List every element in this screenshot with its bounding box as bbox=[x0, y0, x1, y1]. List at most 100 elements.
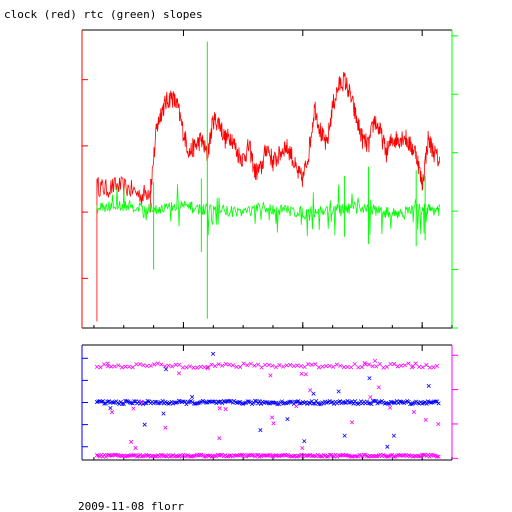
offset-point bbox=[385, 401, 390, 406]
rndtrip-point bbox=[173, 362, 178, 367]
rndtrip-point bbox=[327, 363, 332, 368]
rndtrip-outlier-point bbox=[362, 361, 367, 366]
footer-text: 2009-11-08 florr bbox=[78, 500, 184, 512]
offset-point bbox=[279, 399, 285, 404]
rndtrip-point bbox=[399, 363, 404, 368]
rndtrip-point bbox=[227, 362, 232, 367]
rndtrip-point bbox=[170, 364, 175, 369]
rndtrip-outlier-point bbox=[138, 399, 144, 404]
rndtrip-point bbox=[312, 453, 317, 458]
offset-point bbox=[120, 402, 125, 407]
rndtrip-outlier-point bbox=[300, 445, 305, 451]
rndtrip-point bbox=[373, 454, 378, 459]
rndtrip-point bbox=[162, 364, 168, 369]
rndtrip-point bbox=[392, 361, 397, 367]
rndtrip-point bbox=[352, 361, 357, 367]
rndtrip-point bbox=[112, 364, 117, 369]
rndtrip-point bbox=[388, 361, 393, 367]
rndtrip-point bbox=[291, 453, 296, 458]
offset-point bbox=[297, 401, 302, 406]
rndtrip-point bbox=[248, 361, 253, 366]
rndtrip-outlier-point bbox=[294, 404, 299, 409]
bottom-panel bbox=[81, 344, 458, 461]
rndtrip-outlier-point bbox=[176, 371, 182, 376]
offset-point bbox=[346, 400, 352, 405]
rndtrip-point bbox=[158, 452, 164, 458]
offset-outlier-point bbox=[342, 433, 347, 438]
rndtrip-point bbox=[184, 453, 189, 458]
rndtrip-point bbox=[254, 452, 259, 458]
rndtrip-point bbox=[381, 365, 386, 370]
rndtrip-point bbox=[417, 454, 422, 459]
rndtrip-point bbox=[212, 453, 217, 459]
rndtrip-point bbox=[218, 453, 223, 458]
rndtrip-point bbox=[198, 364, 203, 369]
rndtrip-point bbox=[395, 364, 400, 369]
offset-point bbox=[433, 399, 438, 404]
offset-point bbox=[391, 400, 396, 405]
offset-point bbox=[406, 399, 411, 404]
rndtrip-point bbox=[245, 453, 250, 458]
offset-outlier-point bbox=[142, 422, 147, 427]
rndtrip-point bbox=[249, 453, 255, 458]
rndtrip-point bbox=[313, 362, 318, 367]
offset-point bbox=[314, 398, 319, 404]
rndtrip-point bbox=[281, 364, 286, 369]
rndtrip-point bbox=[309, 362, 314, 367]
rndtrip-point bbox=[434, 363, 440, 369]
offset-outlier-point bbox=[336, 389, 341, 394]
rndtrip-outlier-point bbox=[269, 415, 275, 420]
rndtrip-point bbox=[366, 362, 372, 367]
rndtrip-point bbox=[402, 453, 407, 458]
offset-point bbox=[366, 401, 371, 406]
rndtrip-point bbox=[377, 361, 382, 367]
rndtrip-point bbox=[334, 362, 339, 367]
offset-point bbox=[124, 399, 129, 404]
offset-point bbox=[160, 398, 165, 404]
rndtrip-point bbox=[234, 364, 239, 369]
offset-point bbox=[105, 399, 110, 404]
rndtrip-point bbox=[434, 454, 440, 459]
offset-point bbox=[153, 399, 158, 404]
offset-point bbox=[257, 398, 262, 404]
rndtrip-point bbox=[148, 363, 153, 368]
rndtrip-outlier-point bbox=[271, 421, 276, 426]
rndtrip-point bbox=[424, 362, 429, 368]
rndtrip-point bbox=[417, 364, 422, 369]
rndtrip-point bbox=[291, 363, 296, 369]
offset-outlier-point bbox=[311, 391, 316, 396]
rndtrip-point bbox=[216, 362, 221, 367]
offset-point bbox=[130, 401, 135, 406]
offset-point bbox=[111, 400, 116, 405]
rndtrip-point bbox=[252, 363, 257, 368]
rndtrip-point bbox=[141, 454, 146, 459]
rndtrip-point bbox=[345, 453, 350, 458]
clock-series-line bbox=[96, 71, 440, 205]
rndtrip-point bbox=[323, 364, 329, 369]
rndtrip-point bbox=[273, 453, 279, 458]
offset-outlier-point bbox=[285, 417, 290, 422]
rndtrip-point bbox=[273, 365, 279, 370]
rndtrip-point bbox=[151, 454, 156, 459]
rndtrip-outlier-point bbox=[303, 372, 308, 377]
offset-point bbox=[142, 400, 147, 406]
offset-point bbox=[211, 399, 216, 404]
offset-point bbox=[296, 399, 301, 404]
offset-point bbox=[272, 400, 277, 405]
rndtrip-point bbox=[196, 453, 201, 458]
offset-outlier-point bbox=[426, 383, 431, 388]
offset-point bbox=[436, 401, 441, 406]
rndtrip-outlier-point bbox=[217, 436, 222, 441]
offset-point bbox=[220, 401, 225, 406]
rndtrip-point bbox=[114, 452, 119, 458]
rndtrip-point bbox=[123, 364, 128, 369]
offset-point bbox=[373, 398, 378, 404]
rndtrip-point bbox=[331, 364, 336, 369]
rndtrip-point bbox=[130, 365, 135, 370]
rndtrip-point bbox=[184, 365, 189, 370]
rndtrip-point bbox=[384, 364, 390, 369]
rndtrip-point bbox=[374, 364, 379, 369]
offset-point bbox=[424, 401, 429, 406]
offset-point bbox=[429, 400, 434, 405]
chart-title: clock (red) rtc (green) slopes bbox=[4, 8, 203, 21]
